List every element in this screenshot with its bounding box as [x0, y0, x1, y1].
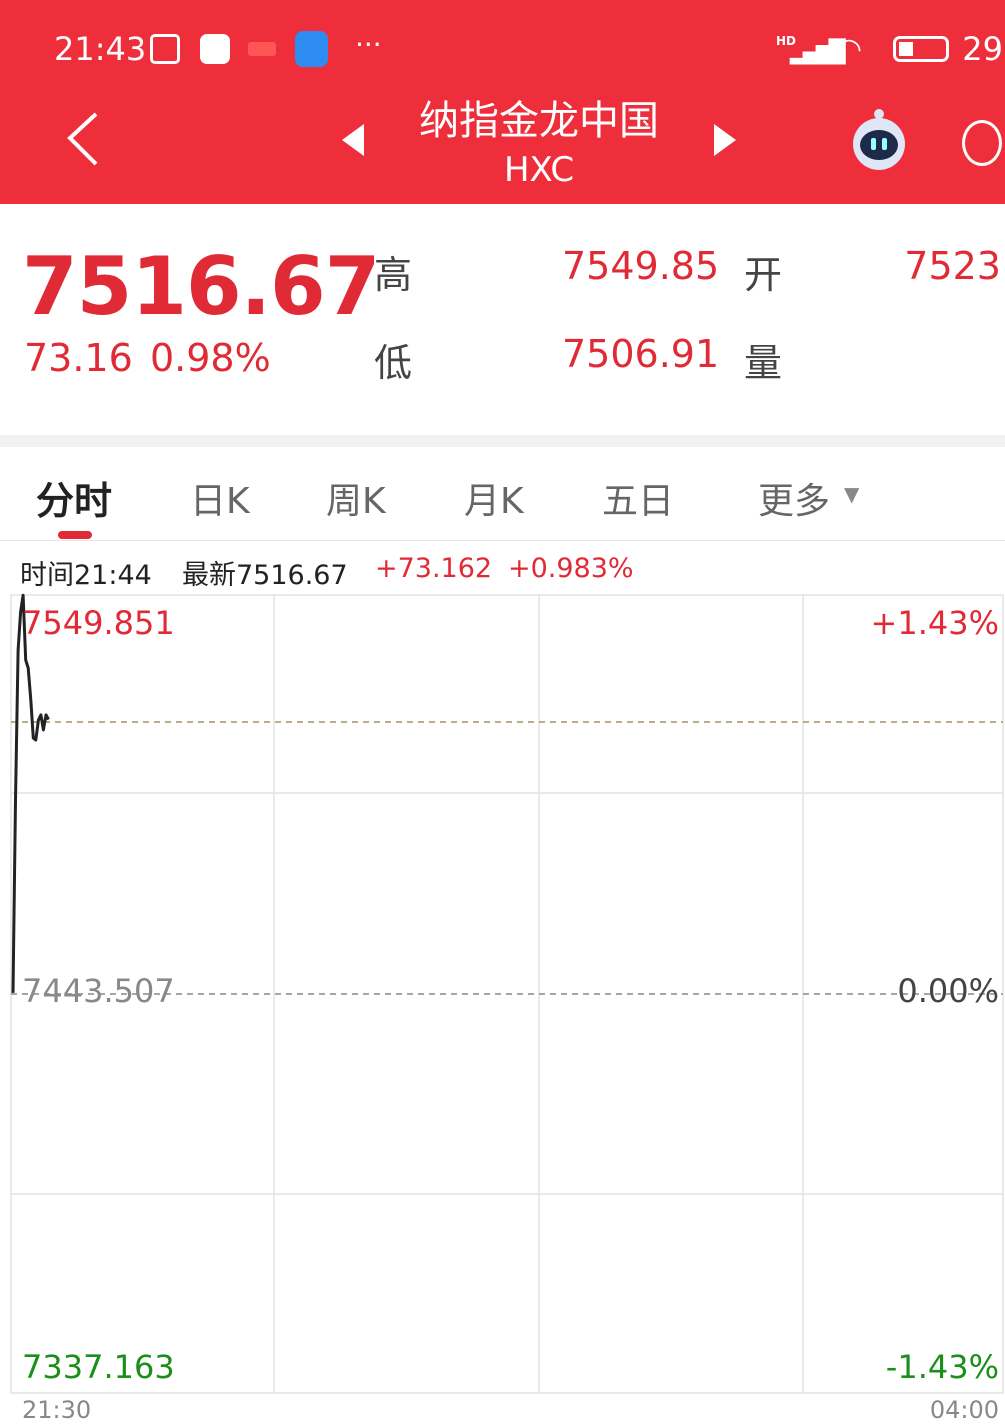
y-tick-prev-close: 7443.507	[22, 972, 175, 1010]
x-tick-start: 21:30	[22, 1396, 91, 1424]
price-line	[13, 595, 49, 993]
y-pct-high: +1.43%	[871, 604, 999, 642]
y-tick-high: 7549.851	[22, 604, 175, 642]
y-tick-low: 7337.163	[22, 1348, 175, 1386]
y-pct-low: -1.43%	[886, 1348, 999, 1386]
x-tick-end: 04:00	[930, 1396, 999, 1424]
y-pct-zero: 0.00%	[897, 972, 999, 1010]
